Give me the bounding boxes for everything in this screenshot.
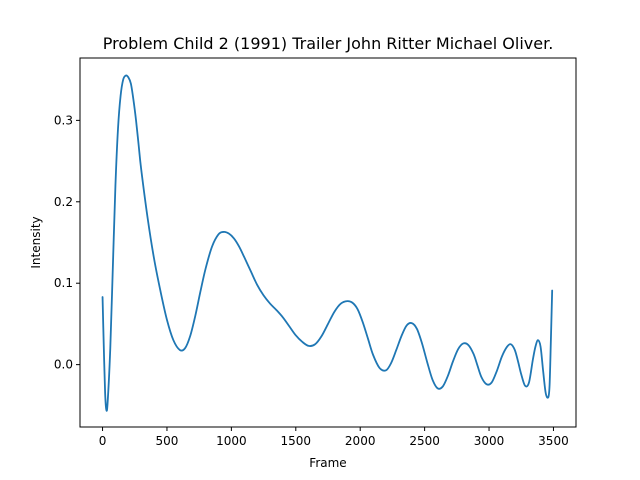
y-tick-label: 0.3	[54, 113, 73, 127]
intensity-line	[101, 74, 554, 412]
plot-frame	[79, 57, 577, 428]
chart-title: Problem Child 2 (1991) Trailer John Ritt…	[103, 34, 554, 53]
x-tick-label: 0	[99, 434, 107, 448]
y-axis-label: Intensity	[29, 216, 43, 268]
x-axis-ticks: 0 500 1000 1500 2000 2500 3000 3500	[99, 427, 569, 448]
x-tick-label: 1000	[216, 434, 247, 448]
x-tick-label: 500	[156, 434, 179, 448]
x-tick-label: 3000	[474, 434, 505, 448]
y-tick-label: 0.2	[54, 195, 73, 209]
x-tick-label: 3500	[538, 434, 569, 448]
x-axis-label: Frame	[309, 456, 346, 470]
y-tick-label: 0.0	[54, 358, 73, 372]
y-tick-label: 0.1	[54, 276, 73, 290]
y-axis-ticks: 0.0 0.1 0.2 0.3	[54, 113, 80, 372]
x-tick-label: 1500	[281, 434, 312, 448]
x-tick-label: 2500	[409, 434, 440, 448]
x-tick-label: 2000	[345, 434, 376, 448]
